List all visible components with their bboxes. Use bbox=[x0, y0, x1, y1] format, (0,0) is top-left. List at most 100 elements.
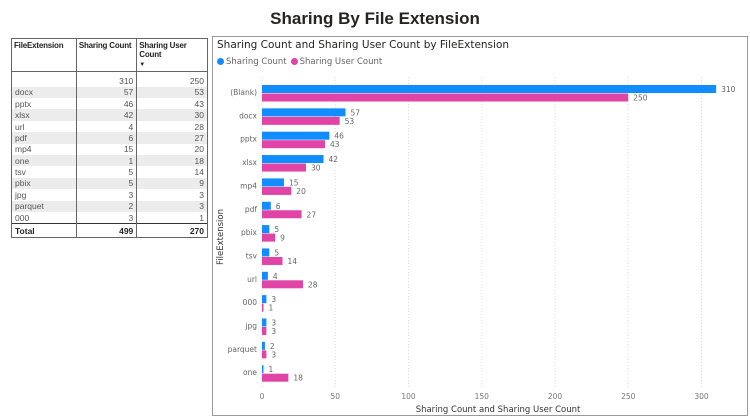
cell-file-extension: xlsx bbox=[12, 109, 77, 121]
cell-file-extension: mp4 bbox=[12, 143, 77, 155]
y-tick-label: tsv bbox=[246, 251, 258, 260]
data-label: 20 bbox=[296, 187, 306, 196]
cell-file-extension: jpg bbox=[12, 189, 77, 201]
table-row[interactable]: xlsx 42 30 bbox=[12, 109, 207, 121]
data-label: 27 bbox=[307, 210, 317, 219]
chart-legend: Sharing Count Sharing User Count bbox=[217, 57, 382, 67]
data-label: 14 bbox=[288, 257, 298, 266]
bar-sharing-user-count bbox=[262, 256, 283, 265]
cell-file-extension: one bbox=[12, 155, 77, 167]
table-row[interactable]: one 1 18 bbox=[12, 155, 207, 167]
data-label: 3 bbox=[271, 319, 276, 328]
bar-sharing-user-count bbox=[262, 233, 276, 242]
cell-file-extension bbox=[12, 71, 77, 87]
data-label: 3 bbox=[271, 350, 276, 359]
data-label: 43 bbox=[330, 140, 340, 149]
bar-sharing-user-count bbox=[262, 163, 306, 172]
cell-sharing-user-count: 3 bbox=[136, 200, 207, 212]
table-row[interactable]: 310 250 bbox=[12, 71, 207, 87]
bar-sharing-user-count bbox=[262, 303, 264, 312]
legend-dot-icon bbox=[290, 58, 298, 65]
bar-sharing-count bbox=[262, 365, 264, 374]
cell-sharing-user-count: 14 bbox=[194, 167, 204, 178]
y-tick-label: pbix bbox=[241, 228, 258, 237]
bar-sharing-user-count bbox=[262, 350, 267, 359]
page-title: Sharing By File Extension bbox=[270, 9, 480, 28]
cell-sharing-count: 3 bbox=[76, 189, 138, 201]
cell-sharing-user-count: 30 bbox=[136, 109, 207, 121]
x-tick-label: 250 bbox=[621, 392, 636, 401]
sort-descending-icon: ▼ bbox=[139, 62, 146, 69]
column-header-sharing-count[interactable]: Sharing Count bbox=[76, 39, 138, 73]
data-label: 250 bbox=[633, 94, 648, 103]
cell-sharing-user-count: 18 bbox=[136, 155, 207, 167]
cell-sharing-user-count: 27 bbox=[136, 132, 207, 144]
bar-sharing-user-count bbox=[262, 140, 325, 149]
cell-sharing-count: 1 bbox=[76, 155, 138, 167]
table-row[interactable]: url 4 28 bbox=[12, 120, 207, 133]
data-label: 3 bbox=[271, 327, 276, 336]
bar-chart[interactable]: 0 50 100 150 200 250 300 (Blank) 310 250 docx 57 53 p… bbox=[212, 36, 748, 416]
column-header-sharing-user-count[interactable]: Sharing User Count ▼ bbox=[136, 39, 207, 73]
bar-sharing-count bbox=[262, 155, 324, 164]
table-row[interactable]: pbix 5 9 bbox=[12, 177, 207, 190]
total-row: Total 499 270 bbox=[12, 223, 207, 238]
cell-file-extension: tsv bbox=[12, 166, 77, 178]
x-tick-label: 50 bbox=[330, 392, 340, 401]
cell-sharing-count: 3 bbox=[76, 211, 138, 224]
data-table[interactable]: FileExtension Sharing Count Sharing User… bbox=[11, 38, 208, 239]
data-label: 1 bbox=[269, 365, 274, 374]
y-tick-label: pptx bbox=[240, 135, 257, 144]
y-tick-label: one bbox=[243, 368, 257, 377]
y-tick-label: mp4 bbox=[240, 181, 257, 190]
bar-sharing-user-count bbox=[262, 373, 289, 382]
bar-sharing-count bbox=[262, 85, 717, 93]
data-label: 4 bbox=[273, 272, 278, 281]
y-tick-label: docx bbox=[239, 111, 257, 120]
y-tick-label: jpg bbox=[244, 322, 257, 331]
column-header-label: Sharing User Count bbox=[139, 41, 187, 60]
cell-sharing-count: 2 bbox=[76, 200, 138, 212]
bar-sharing-count bbox=[262, 225, 270, 234]
chart-title: Sharing Count and Sharing User Count by … bbox=[217, 39, 510, 51]
bar-sharing-user-count bbox=[262, 186, 292, 195]
table-row[interactable]: mp4 15 20 bbox=[12, 143, 207, 155]
cell-sharing-user-count: 1 bbox=[199, 212, 204, 223]
x-tick-label: 300 bbox=[694, 392, 709, 401]
data-label: 42 bbox=[329, 155, 339, 164]
cell-file-extension: pptx bbox=[12, 98, 77, 110]
table-row[interactable]: 000 3 1 bbox=[12, 211, 207, 224]
legend-label: Sharing Count bbox=[226, 57, 287, 67]
data-label: 6 bbox=[276, 202, 281, 211]
table-row[interactable]: tsv 5 14 bbox=[12, 166, 207, 178]
table-row[interactable]: pdf 6 27 bbox=[12, 132, 207, 144]
cell-file-extension: pdf bbox=[12, 132, 77, 144]
legend-item-sharing-user-count[interactable]: Sharing User Count bbox=[290, 57, 383, 67]
data-label: 5 bbox=[274, 248, 279, 257]
table-row[interactable]: docx 57 53 bbox=[12, 86, 207, 99]
data-label: 46 bbox=[334, 132, 344, 141]
column-header-file-extension[interactable]: FileExtension bbox=[12, 39, 77, 73]
cell-sharing-count: 310 bbox=[76, 71, 138, 87]
bar-sharing-count bbox=[262, 341, 265, 350]
bar-sharing-count bbox=[262, 248, 270, 257]
x-tick-label: 200 bbox=[548, 392, 563, 401]
cell-sharing-count: 6 bbox=[76, 132, 138, 144]
bar-sharing-count bbox=[262, 108, 346, 117]
legend-dot-icon bbox=[217, 58, 224, 65]
bar-sharing-count bbox=[262, 271, 268, 280]
legend-item-sharing-count[interactable]: Sharing Count bbox=[217, 57, 287, 67]
table-row[interactable]: jpg 3 3 bbox=[12, 189, 207, 201]
table-row[interactable]: parquet 2 3 bbox=[12, 200, 207, 212]
bar-sharing-count bbox=[262, 295, 267, 304]
cell-sharing-count: 5 bbox=[76, 177, 138, 190]
data-label: 28 bbox=[308, 280, 318, 289]
y-tick-label: url bbox=[247, 275, 257, 284]
table-row[interactable]: pptx 46 43 bbox=[12, 98, 207, 110]
y-tick-label: (Blank) bbox=[230, 88, 257, 97]
legend-label: Sharing User Count bbox=[299, 57, 383, 67]
data-label: 310 bbox=[721, 85, 736, 94]
cell-file-extension: 000 bbox=[12, 211, 77, 224]
x-tick-label: 150 bbox=[475, 392, 490, 401]
